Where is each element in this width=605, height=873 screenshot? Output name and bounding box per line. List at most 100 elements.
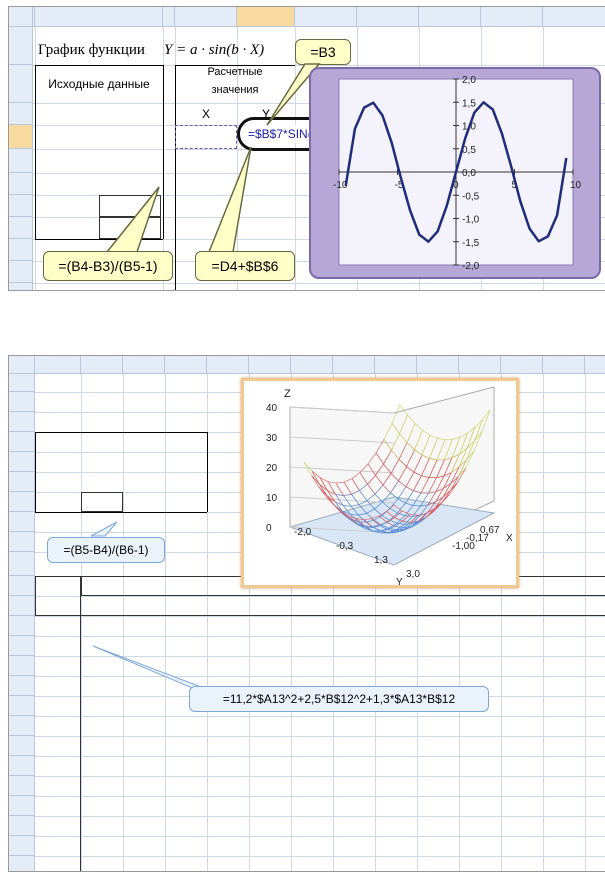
row-header-1[interactable] <box>9 27 33 65</box>
col-header-b[interactable] <box>35 7 163 27</box>
sine-chart[interactable]: 2,0 1,5 1,0 0,5 0,0 -0,5 -1,0 -1,5 -2,0 -10 -5 0 5 10 <box>309 67 601 279</box>
row-header-22[interactable] <box>9 796 35 816</box>
y-header-value[interactable] <box>375 596 417 616</box>
y-header-value[interactable] <box>459 596 501 616</box>
grid-hline <box>35 596 605 597</box>
row-header-20[interactable] <box>9 756 35 776</box>
y-axis-tick-label: 3,0 <box>406 569 420 580</box>
row-header-10[interactable] <box>9 261 33 283</box>
x-header-value[interactable] <box>35 776 81 796</box>
y-header-value[interactable] <box>249 596 291 616</box>
y-header-value[interactable] <box>417 596 459 616</box>
x-header-value[interactable] <box>35 676 81 696</box>
row-header-1[interactable] <box>9 374 35 392</box>
row-header-8[interactable] <box>9 217 33 239</box>
col-header-l[interactable] <box>501 356 543 374</box>
col-header-b[interactable] <box>81 356 123 374</box>
surface-chart[interactable]: 40 30 20 10 0 Z -2,0 -0,3 1,3 3,0 Y 0,67 -0,17 -1,00 X <box>241 378 519 588</box>
col-header-k[interactable] <box>459 356 501 374</box>
x-header-value[interactable] <box>35 736 81 756</box>
row-header-9[interactable] <box>9 532 35 552</box>
calc-table-border-top <box>175 65 295 66</box>
row-header-8[interactable] <box>9 512 35 532</box>
row-header-2[interactable] <box>9 392 35 412</box>
row-header-7[interactable] <box>9 195 33 217</box>
row-header-11[interactable] <box>9 283 33 290</box>
y-header-value[interactable] <box>291 596 333 616</box>
y-header-value[interactable] <box>585 596 605 616</box>
col-header-e[interactable] <box>237 7 295 27</box>
col-header-e[interactable] <box>207 356 249 374</box>
select-all-corner[interactable] <box>9 7 33 27</box>
grid-vline <box>585 374 586 871</box>
x-header-value[interactable] <box>35 636 81 656</box>
row-header-6[interactable] <box>9 472 35 492</box>
row-header-13[interactable] <box>9 616 35 636</box>
col-header-d[interactable] <box>165 356 207 374</box>
row-header-4[interactable] <box>9 125 33 149</box>
col-header-g[interactable] <box>291 356 333 374</box>
col-header-j[interactable] <box>417 356 459 374</box>
z-tick-label: 40 <box>266 403 278 414</box>
row-header-18[interactable] <box>9 716 35 736</box>
col-header-j[interactable] <box>543 7 605 27</box>
row-header-16[interactable] <box>9 676 35 696</box>
y-header-value[interactable] <box>543 596 585 616</box>
row-header-21[interactable] <box>9 776 35 796</box>
col-header-f[interactable] <box>295 7 357 27</box>
col-header-a[interactable] <box>35 356 81 374</box>
row-header-19[interactable] <box>9 736 35 756</box>
x-header-value[interactable] <box>35 616 81 636</box>
row-header-14[interactable] <box>9 636 35 656</box>
row-header-17[interactable] <box>9 696 35 716</box>
col-header-m[interactable] <box>543 356 585 374</box>
y-header-value[interactable] <box>207 596 249 616</box>
col-header-a[interactable] <box>33 7 35 27</box>
col-header-f[interactable] <box>249 356 291 374</box>
x-header-value[interactable] <box>35 696 81 716</box>
col-header-c[interactable] <box>123 356 165 374</box>
row-header-12[interactable] <box>9 596 35 616</box>
col-header-c[interactable] <box>163 7 175 27</box>
x-header-value[interactable] <box>35 756 81 776</box>
x-header-value[interactable] <box>35 716 81 736</box>
row-header-6[interactable] <box>9 173 33 195</box>
row-header-4[interactable] <box>9 432 35 452</box>
grid-hline <box>35 796 605 797</box>
row-header-15[interactable] <box>9 656 35 676</box>
col-header-d[interactable] <box>175 7 237 27</box>
y-header-value[interactable] <box>165 596 207 616</box>
col-header-i[interactable] <box>481 7 543 27</box>
row-header-9[interactable] <box>9 239 33 261</box>
y-header-value[interactable] <box>81 596 123 616</box>
source-value[interactable] <box>99 195 161 217</box>
x-header-value[interactable] <box>35 796 81 816</box>
col-header-g[interactable] <box>357 7 419 27</box>
row-header-5[interactable] <box>9 149 33 173</box>
row-header-5[interactable] <box>9 452 35 472</box>
y-header-value[interactable] <box>123 596 165 616</box>
col-header-h[interactable] <box>419 7 481 27</box>
select-all-corner-2[interactable] <box>9 356 35 374</box>
x-header-value[interactable] <box>35 836 81 856</box>
x-header-value[interactable] <box>35 856 81 871</box>
col-header-n[interactable] <box>585 356 605 374</box>
row-header-2[interactable] <box>9 65 33 103</box>
row-header-7[interactable] <box>9 492 35 512</box>
col-header-i[interactable] <box>375 356 417 374</box>
col-header-h[interactable] <box>333 356 375 374</box>
input-value-x[interactable] <box>81 492 123 512</box>
row-header-24[interactable] <box>9 836 35 856</box>
row-header-23[interactable] <box>9 816 35 836</box>
x-header-value[interactable] <box>35 656 81 676</box>
row-header-3[interactable] <box>9 103 33 125</box>
y-header-value[interactable] <box>333 596 375 616</box>
y-header-value[interactable] <box>501 596 543 616</box>
z-gridline <box>289 496 395 504</box>
row-header-10[interactable] <box>9 552 35 576</box>
row-header-25[interactable] <box>9 856 35 871</box>
x-header-value[interactable] <box>35 816 81 836</box>
row-header-11[interactable] <box>9 576 35 596</box>
row-header-3[interactable] <box>9 412 35 432</box>
x-value[interactable] <box>175 125 237 149</box>
